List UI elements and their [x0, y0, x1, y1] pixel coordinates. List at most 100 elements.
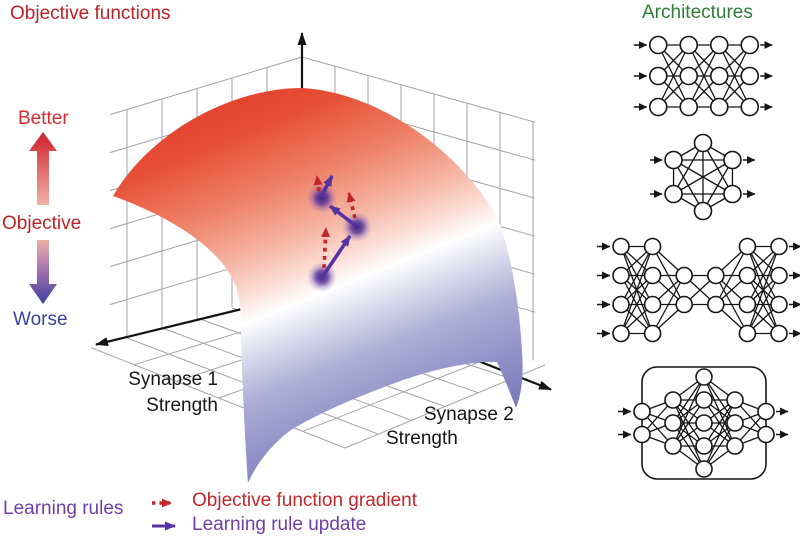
neuron-node [695, 460, 713, 478]
x-axis-label-line2: Strength [146, 395, 218, 416]
x-axis-label-line1: Synapse 1 [128, 369, 218, 390]
y-axis-label-line2: Strength [386, 428, 458, 449]
neuron-node [757, 402, 775, 421]
connection-line [620, 275, 654, 334]
neuron-node [664, 414, 682, 432]
connection-line [672, 399, 705, 447]
neuron-node [740, 97, 760, 117]
neuron-node [709, 66, 729, 86]
learning-rules-title: Learning rules [3, 498, 124, 519]
neuron-node [693, 201, 713, 221]
neuron-node [643, 295, 662, 314]
connection-line [718, 44, 751, 108]
objective-label: Objective [2, 213, 82, 234]
connection-line [688, 44, 720, 108]
grid-line [301, 56, 536, 123]
neuron-node [757, 425, 775, 444]
objective-direction-arrows [29, 132, 57, 304]
neuron-node [664, 437, 682, 455]
neuron-node [693, 133, 713, 153]
recurrent-network-with-feedback-loop [618, 366, 789, 480]
neuron-node [723, 184, 742, 204]
worse-label: Worse [13, 309, 68, 330]
neuron-node [738, 266, 757, 285]
connection-line [746, 246, 780, 334]
neuron-node [738, 324, 757, 343]
neuron-node [770, 295, 788, 314]
neuron-node [726, 437, 744, 455]
neuron-node [648, 35, 668, 55]
neuron-node [643, 266, 662, 285]
neuron-node [643, 324, 662, 343]
neuron-node [738, 237, 757, 256]
neuron-node [770, 266, 788, 285]
connection-line [673, 159, 733, 195]
update-arrow [328, 204, 358, 228]
connection-line [703, 422, 736, 470]
neuron-node [648, 97, 668, 117]
feedback-loop [641, 366, 767, 480]
update-arrow [319, 175, 334, 198]
neuron-node [695, 368, 713, 386]
neuron-node [633, 425, 651, 444]
neuron-node [723, 150, 742, 170]
neuron-node [695, 391, 713, 409]
connection-line [620, 246, 654, 334]
x-axis-label: Synapse 1 Strength [55, 367, 218, 419]
neuron-node [770, 324, 788, 343]
grid-line [91, 347, 346, 449]
neuron-node [709, 97, 729, 117]
synapse1-x-axis [95, 306, 247, 347]
neuron-node [709, 35, 729, 55]
fully-recurrent-network [650, 133, 756, 221]
connection-line [672, 376, 705, 424]
gradient-arrow [321, 227, 331, 269]
neuron-node [770, 237, 788, 256]
neuron-node [612, 266, 630, 285]
better-up-arrow [29, 132, 57, 205]
neuron-node [740, 35, 760, 55]
architectures-title: Architectures [642, 2, 753, 23]
legend-item-gradient: Objective function gradient [192, 490, 417, 511]
neuron-node [648, 66, 668, 86]
neuron-node [633, 402, 651, 421]
update-arrow [319, 234, 352, 281]
neuron-node [675, 266, 694, 285]
grid-line [109, 56, 303, 116]
neuron-node [612, 324, 630, 343]
learning-trajectory [307, 175, 372, 292]
neuron-node [675, 295, 694, 314]
legend-arrows [152, 498, 176, 531]
connection-line [715, 246, 748, 305]
neuron-node [726, 414, 744, 432]
y-axis-label-line1: Synapse 2 [424, 404, 514, 425]
neuron-node [706, 295, 725, 314]
neuron-node [612, 237, 630, 256]
connection-line [703, 399, 736, 470]
connection-line [672, 376, 705, 447]
connection-line [657, 44, 690, 108]
neuron-node [643, 237, 662, 256]
connection-line [672, 159, 704, 212]
legend-item-update: Learning rule update [192, 514, 367, 535]
neuron-node [679, 97, 699, 117]
neuron-node [738, 295, 757, 314]
neuron-node [679, 35, 699, 55]
neuron-node [679, 66, 699, 86]
connection-line [620, 246, 654, 305]
neuron-node [695, 437, 713, 455]
feedforward-network [633, 35, 773, 117]
worse-down-arrow [29, 240, 57, 304]
gradient-arrow [313, 175, 323, 192]
objective-functions-title: Objective functions [10, 3, 171, 24]
connection-line [746, 275, 780, 334]
connection-line [652, 275, 685, 334]
neuron-node [706, 266, 725, 285]
autoencoder-network [597, 237, 800, 343]
neuron-node [664, 150, 683, 170]
neuron-node [740, 66, 760, 86]
neuron-node [664, 391, 682, 409]
neuron-node [664, 184, 683, 204]
architecture-diagrams [597, 35, 800, 480]
